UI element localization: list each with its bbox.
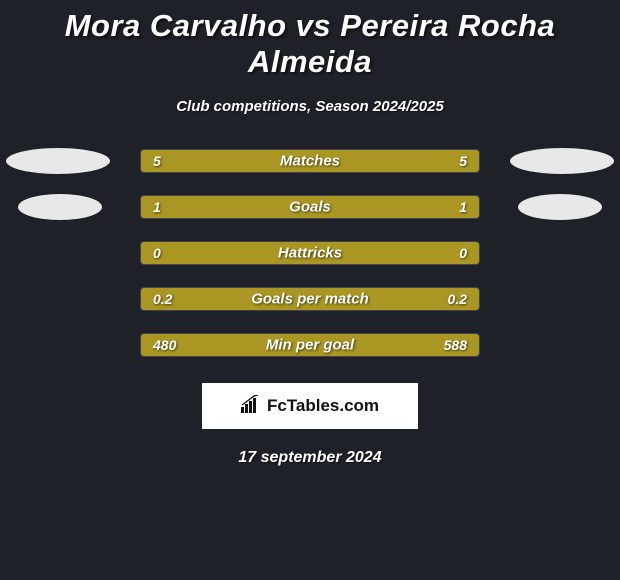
stat-value-left: 0 <box>153 245 161 261</box>
stat-value-left: 0.2 <box>153 291 172 307</box>
stat-value-right: 0.2 <box>448 291 467 307</box>
comparison-card: Mora Carvalho vs Pereira Rocha Almeida C… <box>0 0 620 467</box>
page-subtitle: Club competitions, Season 2024/2025 <box>176 98 444 115</box>
stat-value-right: 1 <box>459 199 467 215</box>
stat-label: Min per goal <box>266 337 354 354</box>
stat-label: Matches <box>280 153 340 170</box>
brand-badge[interactable]: FcTables.com <box>202 383 418 429</box>
stat-value-left: 5 <box>153 153 161 169</box>
stat-row: 5 Matches 5 <box>0 149 620 173</box>
stat-value-left: 480 <box>153 337 176 353</box>
stat-bar: 1 Goals 1 <box>140 195 480 219</box>
stat-row: 1 Goals 1 <box>0 195 620 219</box>
stat-bar: 480 Min per goal 588 <box>140 333 480 357</box>
brand-text: FcTables.com <box>267 396 379 416</box>
stat-value-right: 588 <box>444 337 467 353</box>
stat-rows: 5 Matches 5 1 Goals 1 0 <box>0 149 620 357</box>
stat-label: Hattricks <box>278 245 342 262</box>
chart-icon <box>241 395 261 418</box>
player-marker-left <box>6 148 110 174</box>
stat-row: 480 Min per goal 588 <box>0 333 620 357</box>
player-marker-left <box>18 194 102 220</box>
stat-bar: 0.2 Goals per match 0.2 <box>140 287 480 311</box>
stat-value-left: 1 <box>153 199 161 215</box>
player-marker-right <box>510 148 614 174</box>
stat-value-right: 0 <box>459 245 467 261</box>
stat-label: Goals per match <box>251 291 369 308</box>
date-text: 17 september 2024 <box>238 449 381 467</box>
stat-bar: 0 Hattricks 0 <box>140 241 480 265</box>
stat-bar: 5 Matches 5 <box>140 149 480 173</box>
stat-bar-right <box>310 196 479 218</box>
stat-bar-left <box>141 196 310 218</box>
stat-row: 0.2 Goals per match 0.2 <box>0 287 620 311</box>
player-marker-right <box>518 194 602 220</box>
stat-row: 0 Hattricks 0 <box>0 241 620 265</box>
stat-label: Goals <box>289 199 331 216</box>
stat-value-right: 5 <box>459 153 467 169</box>
page-title: Mora Carvalho vs Pereira Rocha Almeida <box>0 8 620 80</box>
